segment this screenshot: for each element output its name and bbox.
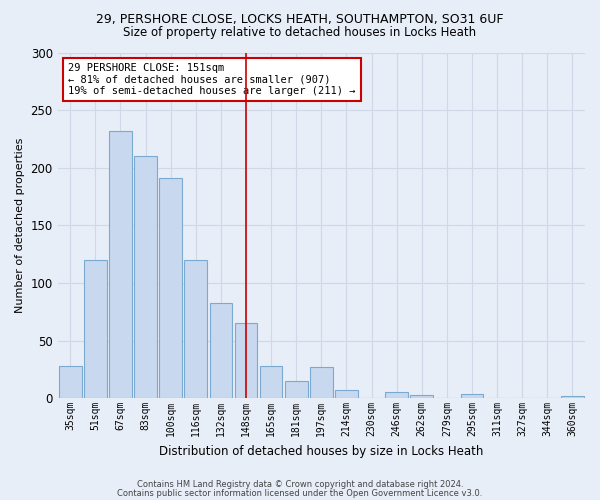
Bar <box>461 394 484 398</box>
Bar <box>235 324 257 398</box>
Bar <box>84 260 107 398</box>
Bar <box>209 302 232 398</box>
Bar <box>184 260 207 398</box>
Bar <box>160 178 182 398</box>
Bar <box>561 396 584 398</box>
Y-axis label: Number of detached properties: Number of detached properties <box>15 138 25 313</box>
Bar <box>410 394 433 398</box>
Bar <box>285 381 308 398</box>
Bar <box>385 392 408 398</box>
Bar <box>109 131 132 398</box>
Bar <box>335 390 358 398</box>
Text: 29 PERSHORE CLOSE: 151sqm
← 81% of detached houses are smaller (907)
19% of semi: 29 PERSHORE CLOSE: 151sqm ← 81% of detac… <box>68 63 356 96</box>
Bar <box>260 366 283 398</box>
Bar <box>59 366 82 398</box>
Text: Contains HM Land Registry data © Crown copyright and database right 2024.: Contains HM Land Registry data © Crown c… <box>137 480 463 489</box>
Text: Size of property relative to detached houses in Locks Heath: Size of property relative to detached ho… <box>124 26 476 39</box>
Bar <box>310 367 332 398</box>
X-axis label: Distribution of detached houses by size in Locks Heath: Distribution of detached houses by size … <box>159 444 484 458</box>
Text: Contains public sector information licensed under the Open Government Licence v3: Contains public sector information licen… <box>118 488 482 498</box>
Text: 29, PERSHORE CLOSE, LOCKS HEATH, SOUTHAMPTON, SO31 6UF: 29, PERSHORE CLOSE, LOCKS HEATH, SOUTHAM… <box>96 12 504 26</box>
Bar <box>134 156 157 398</box>
